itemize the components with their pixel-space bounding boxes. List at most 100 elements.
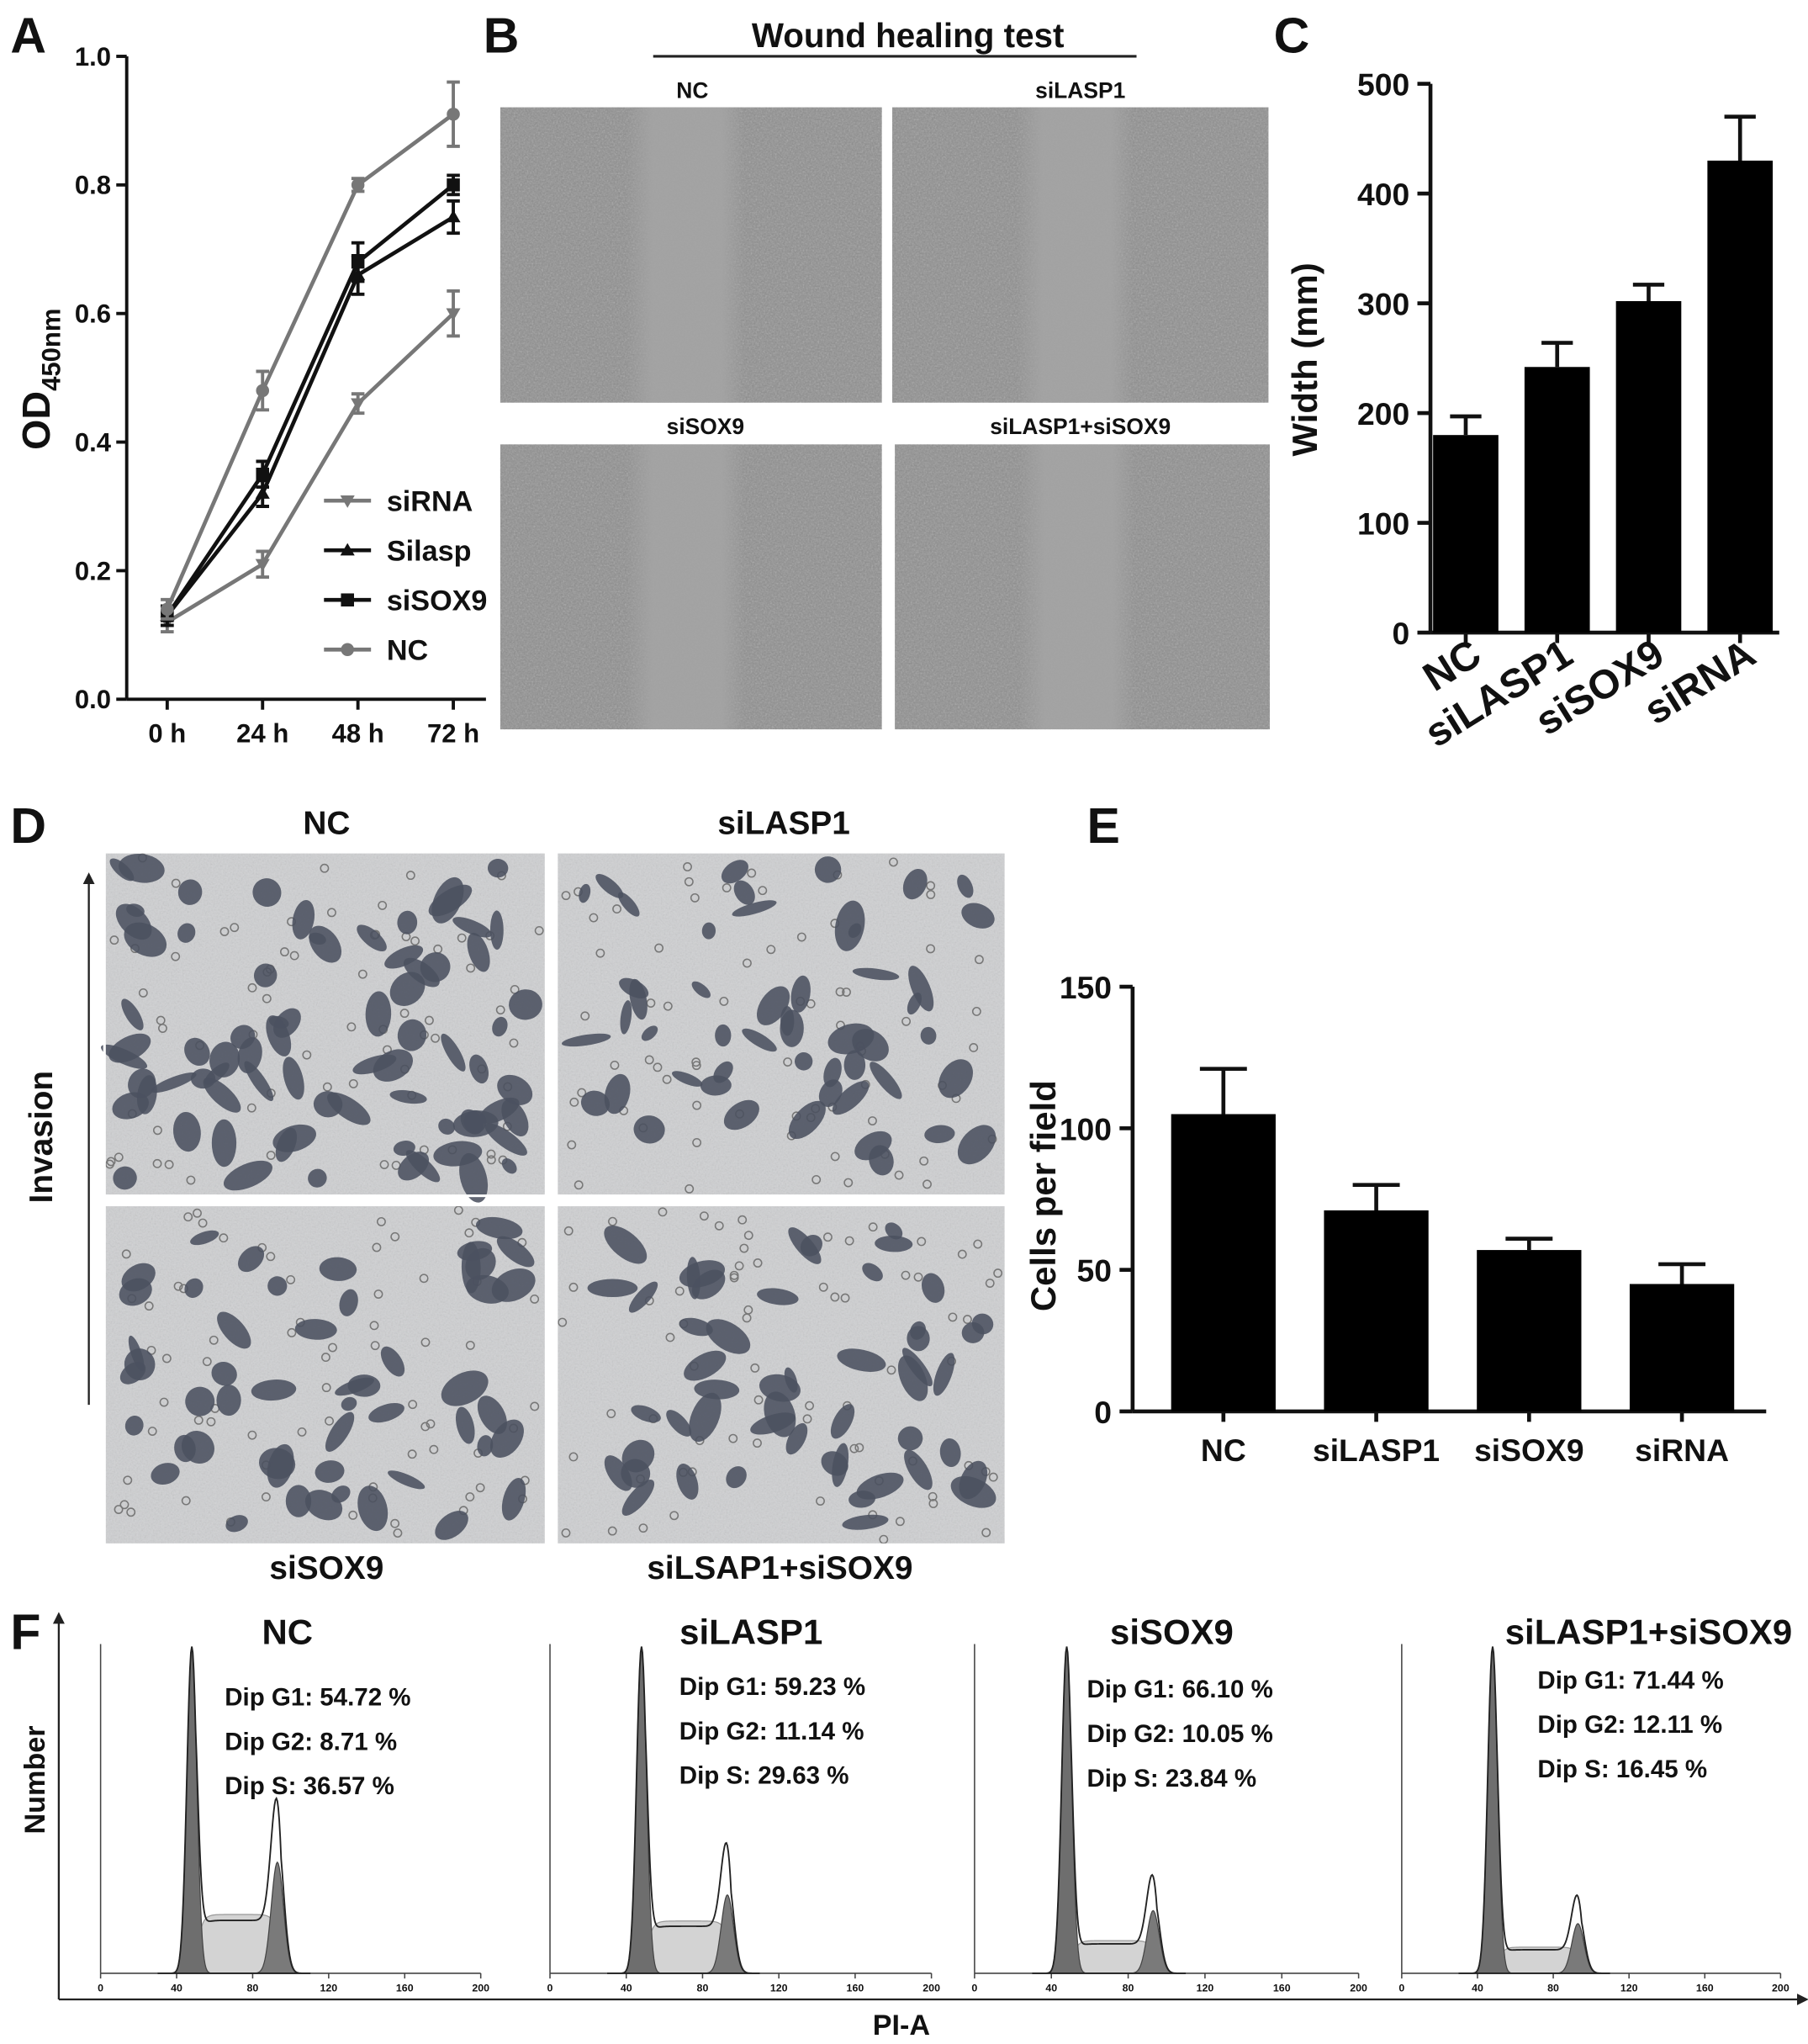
cell [679,1317,713,1337]
cell [216,1385,241,1417]
pore [106,1157,116,1167]
cell [501,1477,526,1521]
cell [124,1415,144,1436]
pore [742,1313,752,1323]
x-tick-label: 40 [171,1983,182,1994]
axis-label: Invasion [24,1071,60,1204]
pore [758,886,768,896]
cell [237,1246,265,1273]
pore [658,1207,668,1217]
pore [393,1528,403,1538]
cell [223,1160,272,1191]
image-label: siLASP1 [717,805,850,841]
cell [733,880,755,905]
hist-title: NC [262,1612,313,1651]
cell [315,1460,345,1483]
y-tick-label: 0.8 [75,171,111,200]
pore [729,1273,739,1283]
pore [981,1528,991,1538]
pore [369,1321,379,1331]
pore [928,1499,938,1508]
point [256,468,270,481]
cell [897,1426,923,1451]
pore [962,1315,972,1325]
pore [373,1289,383,1299]
cell [938,1059,973,1099]
cell [185,1386,215,1417]
legend-label: siRNA [387,486,473,518]
point [340,495,355,508]
cell [209,1041,241,1078]
cell [237,1037,262,1074]
pore [109,935,119,945]
error-bar [1199,1067,1247,1115]
y-tick-label: 0.6 [75,299,111,329]
panel-label: A [10,8,46,63]
invasion-image [101,850,547,1203]
pore [889,857,898,867]
point [351,255,365,269]
pore [279,947,289,957]
pore [144,1301,154,1311]
cell [604,1073,631,1115]
cell [177,923,196,943]
y-tick-label: 0.4 [75,427,112,457]
cell [621,1480,655,1516]
cell [875,1236,913,1252]
pore [988,1472,998,1482]
pore [684,876,694,887]
wound-gap [895,444,1270,730]
cell [489,910,504,951]
cell [341,1396,357,1411]
pore [849,1443,859,1454]
y-axis-label: Cells per field [1023,1080,1063,1311]
point [446,308,461,321]
cell [452,917,492,938]
cell [352,1054,397,1075]
hist-stat: Dip G1: 71.44 % [1537,1666,1723,1694]
pore [372,1242,382,1252]
cell [211,1361,237,1386]
pore [530,1294,540,1304]
cell [365,991,392,1037]
pore [728,1433,738,1443]
cell [455,1406,475,1444]
pore [262,993,272,1003]
pore [206,1417,216,1427]
bar [1707,160,1774,633]
pore [287,1327,297,1337]
cell [580,1090,611,1116]
cell [251,1379,297,1401]
pore [561,1528,571,1538]
hist-g1 [1458,1646,1610,1974]
pore [186,1175,196,1185]
pore [842,988,851,997]
pore [692,1137,702,1147]
x-tick-label: 0 [98,1983,103,1994]
error-bar [1632,283,1665,301]
hist-stat: Dip G2: 12.11 % [1537,1711,1722,1739]
cell [726,1466,747,1489]
pore [563,1226,574,1236]
pore [530,1401,540,1411]
image-label: siLSAP1+siSOX9 [647,1550,912,1586]
cell [757,1288,799,1305]
pore [183,1212,193,1222]
pore [357,969,367,979]
pore [816,1496,825,1506]
pore [886,1365,896,1375]
pore [147,1427,157,1436]
cell [715,1024,732,1047]
pore [868,1222,878,1232]
pore [465,1340,475,1350]
pore [193,1415,204,1425]
panel-title: Wound healing test [752,16,1065,55]
pore [198,1218,208,1228]
pore [266,1252,276,1262]
pore [405,871,415,881]
y-tick-label: 500 [1357,67,1409,103]
x-tick-label: 200 [923,1983,940,1994]
pore [971,1007,981,1016]
pore [653,1062,663,1072]
cell [848,923,862,938]
